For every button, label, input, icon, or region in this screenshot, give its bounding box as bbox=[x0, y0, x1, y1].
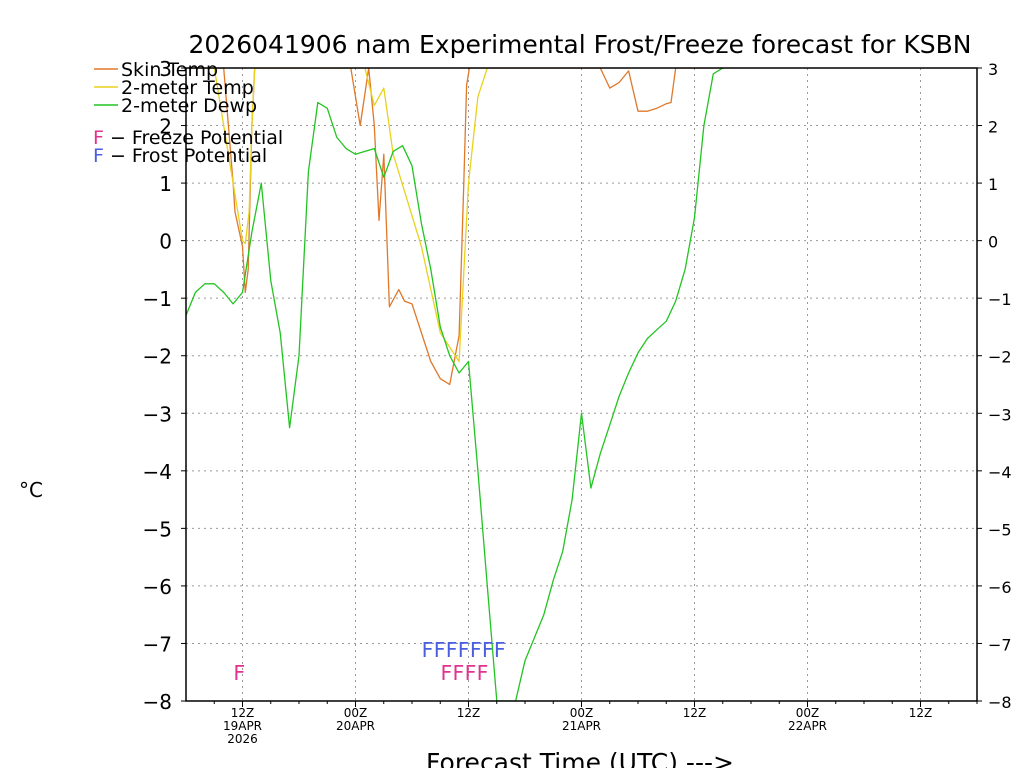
legend-label-2m-temp: 2-meter Temp bbox=[121, 77, 254, 99]
x-tick-label: 20APR bbox=[336, 719, 375, 733]
x-tick-label: 22APR bbox=[788, 719, 827, 733]
y-tick-label-right: −2 bbox=[988, 348, 1012, 367]
y-tick-label-left: 3 bbox=[159, 57, 172, 81]
plot-frame bbox=[185, 67, 978, 702]
legend-label-2m-dewp: 2-meter Dewp bbox=[121, 95, 257, 117]
legend-frost-text: − Frost Potential bbox=[104, 145, 267, 167]
y-tick-label-left: −2 bbox=[143, 345, 172, 369]
y-tick-label-right: −3 bbox=[988, 405, 1012, 424]
x-tick-label: 00Z bbox=[796, 706, 820, 720]
x-tick-label: 2026 bbox=[227, 732, 258, 746]
y-tick-label-left: 0 bbox=[159, 230, 172, 254]
x-tick-label: 12Z bbox=[683, 706, 707, 720]
y-tick-label-left: 1 bbox=[159, 172, 172, 196]
x-tick-label: 12Z bbox=[457, 706, 481, 720]
y-tick-label-left: −8 bbox=[143, 690, 172, 714]
y-tick-label-left: −7 bbox=[143, 632, 172, 656]
y-tick-label-right: 3 bbox=[988, 60, 998, 79]
x-tick-label: 00Z bbox=[344, 706, 368, 720]
x-tick-label: 19APR bbox=[223, 719, 262, 733]
y-tick-label-right: −6 bbox=[988, 578, 1012, 597]
legend-frost-letter: F bbox=[93, 145, 104, 167]
chart-title: 2026041906 nam Experimental Frost/Freeze… bbox=[189, 30, 972, 59]
series-line-2-meter-dewp bbox=[186, 68, 724, 701]
grid-layer bbox=[186, 68, 977, 701]
legend-freeze-letter: F bbox=[93, 127, 104, 149]
x-tick-label: 12Z bbox=[909, 706, 933, 720]
y-tick-label-left: −1 bbox=[143, 287, 172, 311]
y-tick-label-left: 2 bbox=[159, 115, 172, 139]
legend-frost-potential: F − Frost Potential bbox=[93, 145, 267, 167]
y-tick-label-left: −5 bbox=[143, 517, 172, 541]
x-tick-label: 21APR bbox=[562, 719, 601, 733]
x-axis-label: Forecast Time (UTC) ---> bbox=[426, 748, 734, 768]
freeze-potential-flags: F bbox=[233, 661, 245, 685]
series-line-2-meter-temp bbox=[186, 68, 488, 363]
y-tick-label-right: −4 bbox=[988, 463, 1012, 482]
frost-potential-flags: FFFFFFF bbox=[421, 638, 505, 662]
y-tick-label-right: 2 bbox=[988, 118, 998, 137]
y-tick-label-right: −1 bbox=[988, 290, 1012, 309]
x-tick-label: 00Z bbox=[570, 706, 594, 720]
axis-layer: 3 3 2 2 1 1 0 0 −1 −1 −2 −2 −3 −3 −4 −4 −5 −5 −6 −6 −7 −7 −8 −8… bbox=[143, 57, 1012, 746]
freeze-potential-flags: FFFF bbox=[440, 661, 488, 685]
y-tick-label-left: −6 bbox=[143, 575, 172, 599]
legend-freeze-potential: F − Freeze Potential bbox=[93, 127, 283, 149]
y-axis-label: °C bbox=[19, 478, 43, 502]
y-tick-label-right: −5 bbox=[988, 520, 1012, 539]
y-tick-label-right: 0 bbox=[988, 233, 998, 252]
legend-freeze-text: − Freeze Potential bbox=[104, 127, 283, 149]
y-tick-label-right: −7 bbox=[988, 635, 1012, 654]
x-tick-label: 12Z bbox=[231, 706, 255, 720]
series-layer bbox=[186, 68, 724, 701]
y-tick-label-left: −4 bbox=[143, 460, 172, 484]
y-tick-label-right: 1 bbox=[988, 175, 998, 194]
y-tick-label-left: −3 bbox=[143, 402, 172, 426]
series-line-skin-temp bbox=[186, 68, 723, 386]
y-tick-label-right: −8 bbox=[988, 693, 1012, 712]
legend: Skin Temp 2-meter Temp 2-meter Dewp F − … bbox=[93, 59, 283, 167]
legend-label-skin-temp: Skin Temp bbox=[121, 59, 218, 81]
